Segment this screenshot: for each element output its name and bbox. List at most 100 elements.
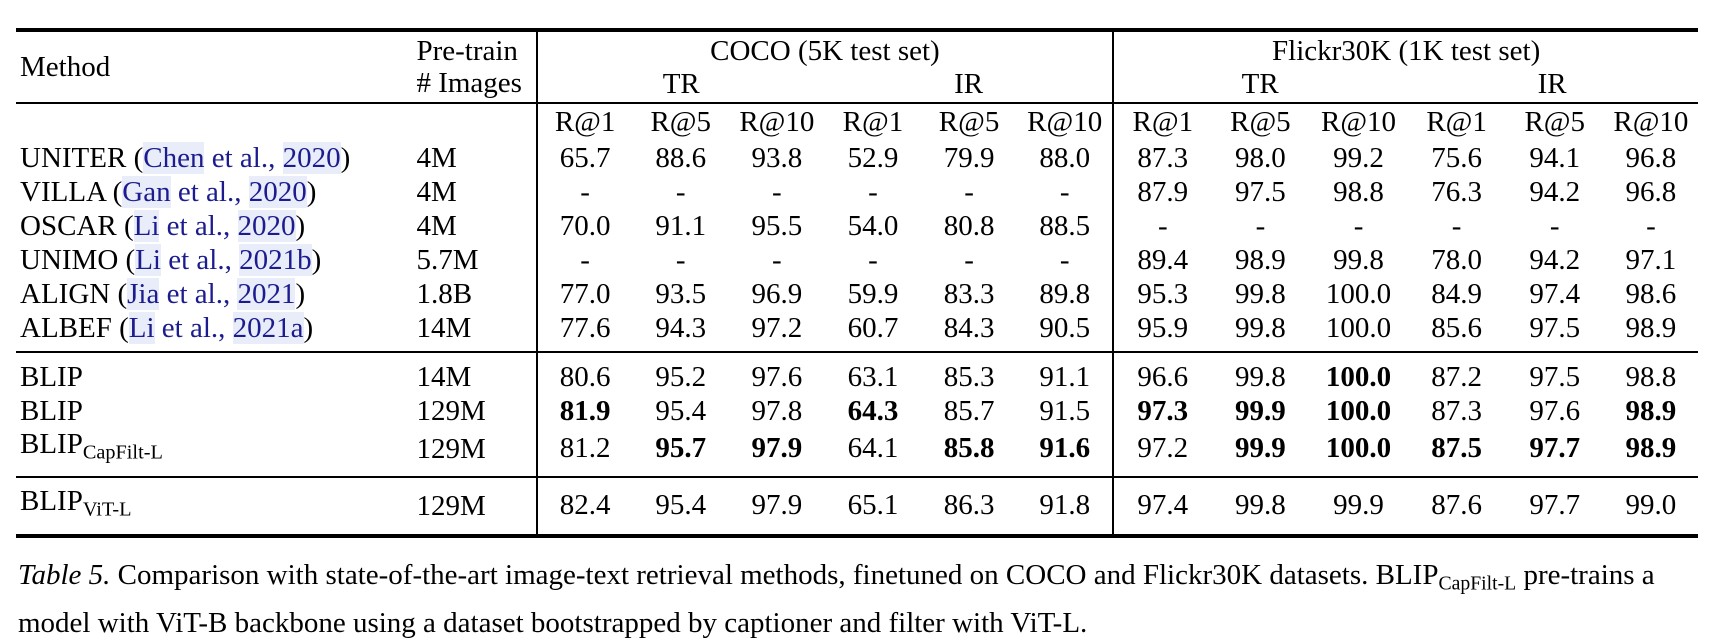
citation-open-paren: ( xyxy=(110,277,128,310)
metric-value-cell: 97.9 xyxy=(728,476,825,539)
method-name: UNITER xyxy=(20,141,127,174)
metric-value-cell: 98.6 xyxy=(1625,277,1677,310)
coco-ir-subheader: IR xyxy=(954,68,984,100)
metric-value-cell: 54.0 xyxy=(847,209,899,242)
metric-value-cell: 91.8 xyxy=(1017,476,1115,539)
metric-value-cell: - xyxy=(868,175,878,208)
pretrain-images-cell: 5.7M xyxy=(416,243,538,277)
metric-value-cell: 100.0 xyxy=(1325,277,1392,310)
citation-author-link[interactable]: Gan xyxy=(122,175,171,208)
citation-author-link[interactable]: Jia xyxy=(127,277,160,310)
metric-value-cell: 89.4 xyxy=(1137,243,1189,276)
metrics-header-row: R@1 R@5 R@10 R@1 R@5 R@10 R@1 R@5 R@10 R@1 R@5 R@10 xyxy=(16,103,1698,141)
metric-value-cell: 97.4 xyxy=(1529,277,1581,310)
method-name-cell: UNIMO (Li et al., 2021b) xyxy=(16,243,416,277)
metric-value-cell: 99.9 xyxy=(1309,476,1408,539)
metric-value-cell: 87.6 xyxy=(1407,476,1506,539)
metric-value-cell: 90.5 xyxy=(1017,311,1115,353)
citation-close-paren: ) xyxy=(311,243,322,276)
caption-text-after-sub: pre-trains a model with ViT-B backbone u… xyxy=(18,559,1655,639)
citation-year-link[interactable]: 2021 xyxy=(237,277,296,310)
metric-value-cell: 95.2 xyxy=(655,360,707,393)
table-caption: Table 5. Comparison with state-of-the-ar… xyxy=(18,556,1696,643)
metric-value-cell: 79.9 xyxy=(943,141,995,174)
metric-value-cell: 99.9 xyxy=(1235,394,1286,427)
flickr-group-header: Flickr30K (1K test set) TR IR xyxy=(1113,30,1698,103)
metric-value-cell: 100.0 xyxy=(1325,394,1392,427)
caption-label: Table 5. xyxy=(18,559,111,592)
table-header-row: Method Pre-train # Images COCO (5K test … xyxy=(16,30,1698,103)
citation-author-link[interactable]: Li xyxy=(133,209,160,242)
method-name: BLIP xyxy=(20,484,83,517)
pretrain-column-header: Pre-train # Images xyxy=(416,30,538,103)
metric-header-cell: R@10 xyxy=(739,106,815,138)
method-name-cell: ALIGN (Jia et al., 2021) xyxy=(16,277,416,311)
coco-tr-subheader: TR xyxy=(662,68,700,100)
citation-year-link[interactable]: 2021a xyxy=(232,311,304,344)
metric-value-cell: - xyxy=(580,243,590,276)
metric-header-cell: R@1 xyxy=(842,106,904,138)
metric-value-cell: 88.6 xyxy=(655,141,707,174)
metric-value-cell: - xyxy=(964,243,974,276)
metric-value-cell: 64.1 xyxy=(824,428,922,478)
metric-value-cell: 97.8 xyxy=(751,394,803,427)
metric-value-cell: 97.5 xyxy=(1529,360,1581,393)
method-name-cell: BLIPCapFilt-L xyxy=(16,428,417,478)
metric-value-cell: 95.4 xyxy=(655,394,707,427)
table-row: VILLA (Gan et al., 2020) 4M - - - - - -87.9 97.5… xyxy=(16,175,1698,209)
flickr-ir-subheader: IR xyxy=(1537,68,1567,100)
citation-year-link[interactable]: 2020 xyxy=(282,141,341,174)
citation-author-link[interactable]: Chen xyxy=(143,141,205,174)
metric-value-cell: - xyxy=(964,175,974,208)
metric-value-cell: - xyxy=(1017,175,1115,209)
metric-value-cell: 91.6 xyxy=(1017,428,1115,478)
metric-value-cell: 97.7 xyxy=(1505,428,1604,478)
metric-value-cell: 97.7 xyxy=(1505,476,1604,539)
caption-capfilt-subscript: CapFilt-L xyxy=(1438,572,1517,595)
method-name-cell: ALBEF (Li et al., 2021a) xyxy=(16,311,417,353)
metric-value-cell: - xyxy=(1353,209,1364,242)
method-name: BLIP xyxy=(20,394,83,427)
citation-author-link[interactable]: Li xyxy=(135,243,161,276)
metric-value-cell: 97.4 xyxy=(1113,476,1212,539)
method-name: ALIGN xyxy=(20,277,111,310)
table-row: BLIPCapFilt-L 129M 81.2 95.7 97.9 64.1 85.8 91.… xyxy=(16,428,1698,478)
metric-value-cell: 91.5 xyxy=(1017,394,1115,428)
citation-author-link[interactable]: Li xyxy=(128,311,155,344)
metric-value-cell: 97.3 xyxy=(1137,394,1189,427)
citation-year-link[interactable]: 2020 xyxy=(237,209,296,242)
metric-value-cell: 88.5 xyxy=(1017,209,1115,243)
metric-value-cell: - xyxy=(772,243,782,276)
citation-year-link[interactable]: 2021b xyxy=(239,243,312,276)
citation: Gan et al., 2020 xyxy=(122,175,307,208)
metric-value-cell: 81.2 xyxy=(536,428,633,478)
metric-value-cell: 96.8 xyxy=(1625,141,1677,174)
metric-value-cell: 99.8 xyxy=(1211,311,1310,353)
metric-value-cell: 97.9 xyxy=(728,428,825,478)
metric-value-cell: 82.4 xyxy=(536,476,633,539)
metric-value-cell: - xyxy=(675,243,686,276)
citation: Li et al., 2020 xyxy=(133,209,296,242)
method-column-header: Method xyxy=(20,50,111,83)
method-name: VILLA xyxy=(20,175,106,208)
citation: Jia et al., 2021 xyxy=(127,277,296,310)
metric-value-cell: 94.1 xyxy=(1529,141,1581,174)
metric-value-cell: 87.3 xyxy=(1431,394,1482,427)
metric-value-cell: 95.5 xyxy=(751,209,803,242)
citation-close-paren: ) xyxy=(340,141,351,174)
metric-value-cell: - xyxy=(772,175,782,208)
metric-value-cell: 97.2 xyxy=(1113,428,1212,478)
flickr-tr-subheader: TR xyxy=(1241,68,1279,100)
metric-value-cell: 93.5 xyxy=(655,277,707,310)
metric-value-cell: 65.7 xyxy=(559,141,611,174)
metric-value-cell: 78.0 xyxy=(1431,243,1482,276)
metric-value-cell: 100.0 xyxy=(1325,360,1392,393)
metric-value-cell: 98.8 xyxy=(1333,175,1384,208)
citation: Li et al., 2021a xyxy=(128,311,304,344)
metric-value-cell: 84.9 xyxy=(1431,277,1482,310)
metric-value-cell: 95.4 xyxy=(632,476,729,539)
metric-value-cell: 94.2 xyxy=(1529,175,1581,208)
citation-year-link[interactable]: 2020 xyxy=(248,175,307,208)
metric-value-cell: 99.8 xyxy=(1333,243,1384,276)
metric-value-cell: 91.1 xyxy=(655,209,707,242)
